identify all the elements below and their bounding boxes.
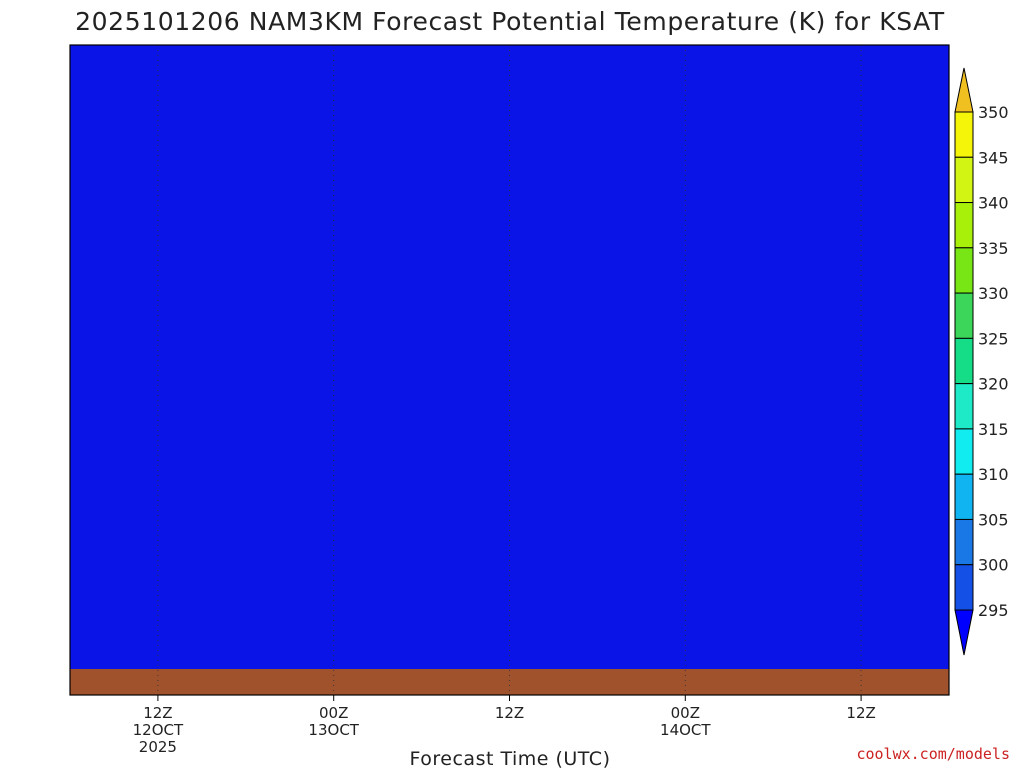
x-axis-title: Forecast Time (UTC) bbox=[410, 748, 611, 768]
colorbar-arrow-top bbox=[954, 67, 974, 113]
x-tick-label: 12Z bbox=[143, 704, 172, 722]
colorbar-swatch bbox=[954, 428, 974, 475]
colorbar-swatch bbox=[954, 337, 974, 385]
colorbar-label: 315 bbox=[978, 420, 1009, 439]
ground-fill bbox=[70, 669, 949, 695]
x-tick-label: 14OCT bbox=[660, 721, 711, 739]
colorbar-label: 320 bbox=[978, 375, 1009, 394]
x-tick-label: 12OCT bbox=[133, 721, 184, 739]
colorbar-label: 310 bbox=[978, 465, 1009, 484]
colorbar-swatch bbox=[954, 202, 974, 249]
colorbar-arrow-bottom bbox=[954, 609, 974, 656]
credit-link[interactable]: coolwx.com/models bbox=[856, 745, 1010, 763]
colorbar-label: 350 bbox=[978, 103, 1009, 122]
colorbar-swatch bbox=[954, 383, 974, 430]
x-tick-label: 12Z bbox=[846, 704, 875, 722]
colorbar-swatch bbox=[954, 156, 974, 204]
colorbar-label: 335 bbox=[978, 239, 1009, 258]
colorbar-swatch bbox=[954, 247, 974, 294]
chart-title: 2025101206 NAM3KM Forecast Potential Tem… bbox=[75, 7, 945, 36]
x-tick-label: 2025 bbox=[139, 738, 177, 756]
x-tick-label: 13OCT bbox=[308, 721, 359, 739]
colorbar-label: 325 bbox=[978, 329, 1009, 348]
ground-layer bbox=[70, 669, 949, 695]
grid-lines bbox=[157, 45, 862, 695]
colorbar: 350 345 340 335 330 325 320 315 310 305 300 295 bbox=[954, 67, 1009, 656]
colorbar-label: 330 bbox=[978, 284, 1009, 303]
colorbar-label: 295 bbox=[978, 601, 1009, 620]
x-tick-label: 00Z bbox=[671, 704, 700, 722]
colorbar-label: 300 bbox=[978, 556, 1009, 575]
colorbar-swatch bbox=[954, 518, 974, 566]
x-tick-label: 12Z bbox=[495, 704, 524, 722]
x-tick-label: 00Z bbox=[319, 704, 348, 722]
colorbar-swatch bbox=[954, 111, 974, 158]
colorbar-label: 345 bbox=[978, 148, 1009, 167]
colorbar-swatch bbox=[954, 564, 974, 611]
potential-temperature-fill bbox=[70, 45, 949, 695]
colorbar-label: 305 bbox=[978, 510, 1009, 529]
colorbar-swatch bbox=[954, 473, 974, 520]
colorbar-swatch bbox=[954, 292, 974, 339]
colorbar-label: 340 bbox=[978, 194, 1009, 213]
